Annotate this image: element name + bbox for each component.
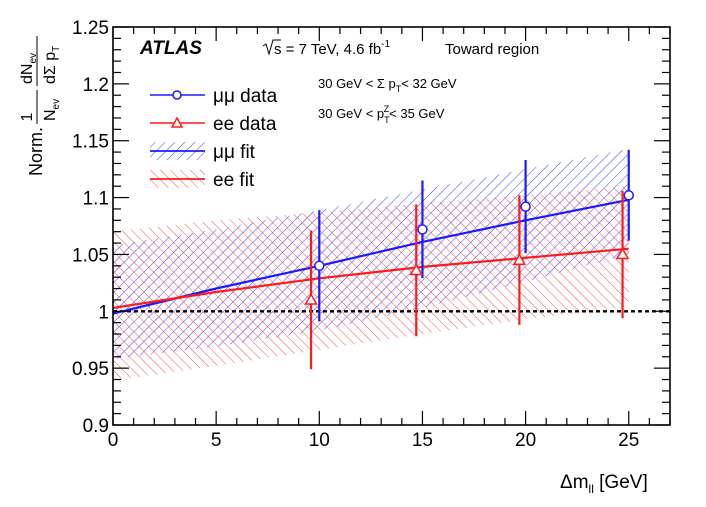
mumu_data-marker [623,190,634,201]
y-tick-label: 1 [98,302,109,323]
cut-label-sum-pt: 30 GeV < Σ pT< 32 GeV [318,76,457,94]
y-tick-label: 1.2 [83,75,109,96]
x-tick-label: 15 [412,430,433,451]
cut-label-z-pt: 30 GeV < pTZ< 35 GeV [318,104,445,125]
mumu_data-point [417,180,428,279]
energy-label-sup: -1 [381,39,390,50]
ee_fit-band [113,186,629,381]
y-label-one: 1 [19,112,36,121]
y-tick-label: 1.25 [72,18,109,39]
ee_data-marker [615,247,630,260]
mumu_data-marker [520,201,531,212]
mumu_data-point [520,160,531,254]
axis-ticks: 0 5 10 15 20 25 0.9 0.95 1 1.05 1.1 1.15 1.2 1.25 [72,18,671,451]
x-axis-label: Δmll [GeV] [560,472,648,496]
legend-label: ee data [213,114,277,135]
ee_data-point [304,230,318,370]
ee_data-marker [304,292,318,305]
y-tick-label: 1.05 [72,245,109,266]
legend-label: μμ fit [213,142,256,163]
energy-label: s = 7 TeV, 4.6 fb-1 [262,39,391,58]
y-tick-label: 0.95 [72,359,109,380]
x-tick-label: 0 [108,430,119,451]
fit-lines [113,198,629,315]
x-tick-label: 5 [211,430,222,451]
energy-label-text: s = 7 TeV, 4.6 fb [274,41,381,58]
y-tick-label: 1.1 [83,189,109,210]
legend-swatch-marker [172,90,182,100]
y-label-norm: Norm. [26,127,46,176]
y-label-nev: Nev [42,99,62,121]
ee_data-point [615,190,630,319]
ee_fit-line [113,247,629,309]
ee_data-marker [512,253,527,265]
data-points [304,149,634,370]
ee_data-point [512,195,527,325]
svg-text:s = 7 TeV, 4.6 fb-1: s = 7 TeV, 4.6 fb-1 [274,39,391,58]
mumu_fit-line [113,198,629,315]
atlas-label: ATLAS [139,38,202,59]
legend-item-mumu_data: μμ data [150,86,278,107]
legend-item-ee_data: ee data [150,114,277,135]
legend: μμ data ee data μμ fit ee fit [150,86,278,191]
region-label: Toward region [445,41,539,58]
legend-item-ee_fit: ee fit [150,170,255,191]
sqrt-sign [262,39,281,56]
legend-item-mumu_fit: μμ fit [150,142,256,163]
mumu_data-marker [417,224,428,235]
mumu_data-marker [314,260,325,272]
ee_data-point [409,204,424,337]
y-tick-label: 1.15 [72,132,109,153]
x-tick-label: 10 [309,430,330,451]
ee_data-marker [409,263,424,276]
y-tick-label: 0.9 [83,416,109,437]
plot-frame [112,26,671,426]
legend-swatch-marker [170,116,184,128]
y-axis-label: Norm. 1 Nev dNev dΣ pT [19,36,62,176]
y-label-dnev: dNev [19,53,39,84]
legend-label: ee fit [213,170,255,191]
mumu_data-point [623,149,634,241]
legend-label: μμ data [213,86,278,107]
y-label-dsum: dΣ pT [42,46,62,84]
x-tick-label: 25 [618,430,639,451]
mumu_data-point [314,210,325,322]
x-tick-label: 20 [515,430,536,451]
